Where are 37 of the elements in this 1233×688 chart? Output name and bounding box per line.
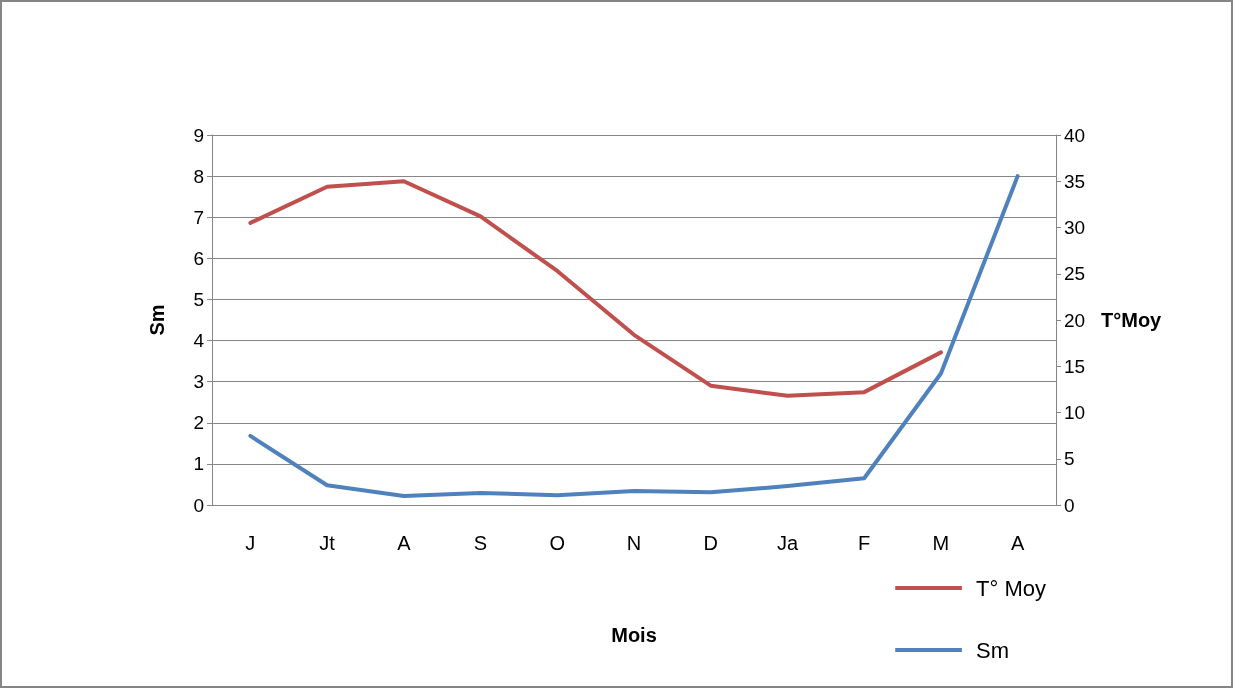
y-tick-label: 7	[193, 206, 204, 228]
x-tick-label: D	[703, 532, 718, 554]
x-tick-label: S	[473, 532, 488, 554]
x-tick-label: Jt	[319, 532, 336, 554]
x-tick-label: Ja	[776, 532, 799, 554]
y2-axis-title: T°Moy	[1101, 309, 1163, 331]
legend-label: T° Moy	[976, 575, 1047, 601]
y2-tick-label: 30	[1064, 217, 1086, 238]
y-tick-label: 6	[193, 247, 204, 269]
y-tick-label: 4	[193, 330, 205, 352]
y-tick-label: 2	[193, 412, 204, 434]
y2-tick-label: 10	[1064, 402, 1086, 423]
legend-label: Sm	[976, 637, 1010, 663]
y2-tick-label: 0	[1064, 494, 1075, 516]
y2-tick-label: 15	[1064, 355, 1086, 377]
y2-tick-label: 20	[1064, 309, 1086, 331]
y2-tick-label: 35	[1064, 170, 1086, 192]
line-series	[248, 179, 943, 398]
y2-tick-label: 40	[1064, 124, 1086, 146]
x-tick-label: J	[245, 532, 256, 554]
x-tick-label: A	[1010, 532, 1025, 554]
x-axis-title: Mois	[611, 624, 657, 646]
y2-tick-label: 25	[1064, 263, 1086, 285]
line-series	[248, 174, 1020, 498]
y2-tick-label: 5	[1064, 448, 1075, 470]
x-tick-label: F	[858, 532, 871, 554]
y-tick-label: 9	[193, 124, 204, 146]
y-tick-label: 5	[193, 288, 204, 310]
y-tick-label: 3	[193, 371, 204, 393]
x-tick-label: O	[549, 532, 566, 554]
y-tick-label: 0	[193, 494, 204, 516]
y-tick-label: 8	[193, 165, 204, 187]
y-axis-title: Sm	[146, 304, 168, 336]
y-tick-label: 1	[193, 453, 204, 475]
x-tick-label: N	[626, 532, 642, 554]
x-tick-label: A	[397, 532, 412, 554]
x-tick-label: M	[932, 532, 950, 554]
